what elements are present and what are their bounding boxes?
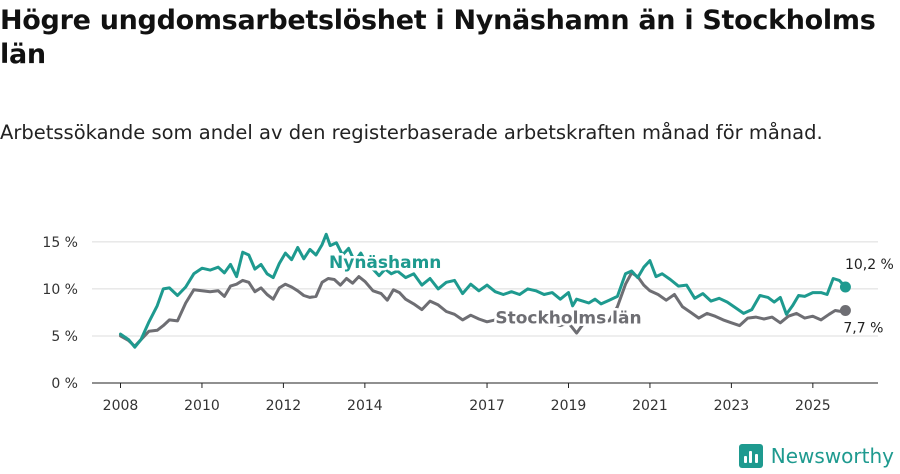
page-subtitle: Arbetssökande som andel av den registerb… bbox=[0, 121, 823, 144]
x-tick-label: 2025 bbox=[795, 398, 831, 414]
x-tick-label: 2010 bbox=[184, 398, 220, 414]
line-chart: 0 % 5 % 10 % 15 % 2008 2010 2012 2014 2017 2019 20… bbox=[42, 232, 894, 414]
series-label-stockholm-halo: Stockholms län bbox=[495, 309, 641, 329]
end-label-nynashamn: 10,2 % bbox=[845, 257, 894, 273]
y-tick-label: 0 % bbox=[51, 376, 78, 392]
y-tick-label: 10 % bbox=[42, 282, 78, 298]
series-label-stockholm: Stockholms län bbox=[495, 309, 641, 329]
x-tick-label: 2017 bbox=[469, 398, 505, 414]
series-label-nynashamn-halo: Nynäshamn bbox=[329, 253, 441, 273]
end-point-nynashamn bbox=[839, 281, 851, 293]
x-tick-label: 2019 bbox=[551, 398, 587, 414]
x-tick-label: 2008 bbox=[103, 398, 139, 414]
x-tick-label: 2012 bbox=[266, 398, 302, 414]
end-point-stockholm bbox=[839, 305, 851, 317]
brand-logo: Newsworthy bbox=[738, 444, 894, 468]
series-line-nynashamn bbox=[119, 232, 847, 349]
y-tick-label: 15 % bbox=[42, 235, 78, 251]
brand-name: Newsworthy bbox=[770, 444, 894, 468]
x-tick-label: 2014 bbox=[347, 398, 383, 414]
y-tick-label: 5 % bbox=[51, 329, 78, 345]
end-label-stockholm: 7,7 % bbox=[843, 321, 883, 337]
page-title: Högre ungdomsarbetslöshet i Nynäshamn än… bbox=[0, 5, 876, 70]
x-tick-label: 2023 bbox=[714, 398, 750, 414]
newsworthy-logo-icon bbox=[738, 444, 763, 468]
series-label-nynashamn: Nynäshamn bbox=[329, 253, 441, 273]
series-line-stockholm bbox=[119, 271, 847, 348]
x-tick-label: 2021 bbox=[632, 398, 668, 414]
